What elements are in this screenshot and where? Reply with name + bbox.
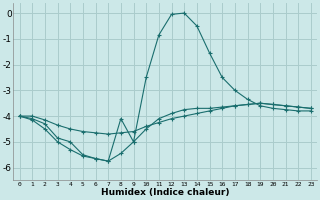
X-axis label: Humidex (Indice chaleur): Humidex (Indice chaleur): [101, 188, 229, 197]
